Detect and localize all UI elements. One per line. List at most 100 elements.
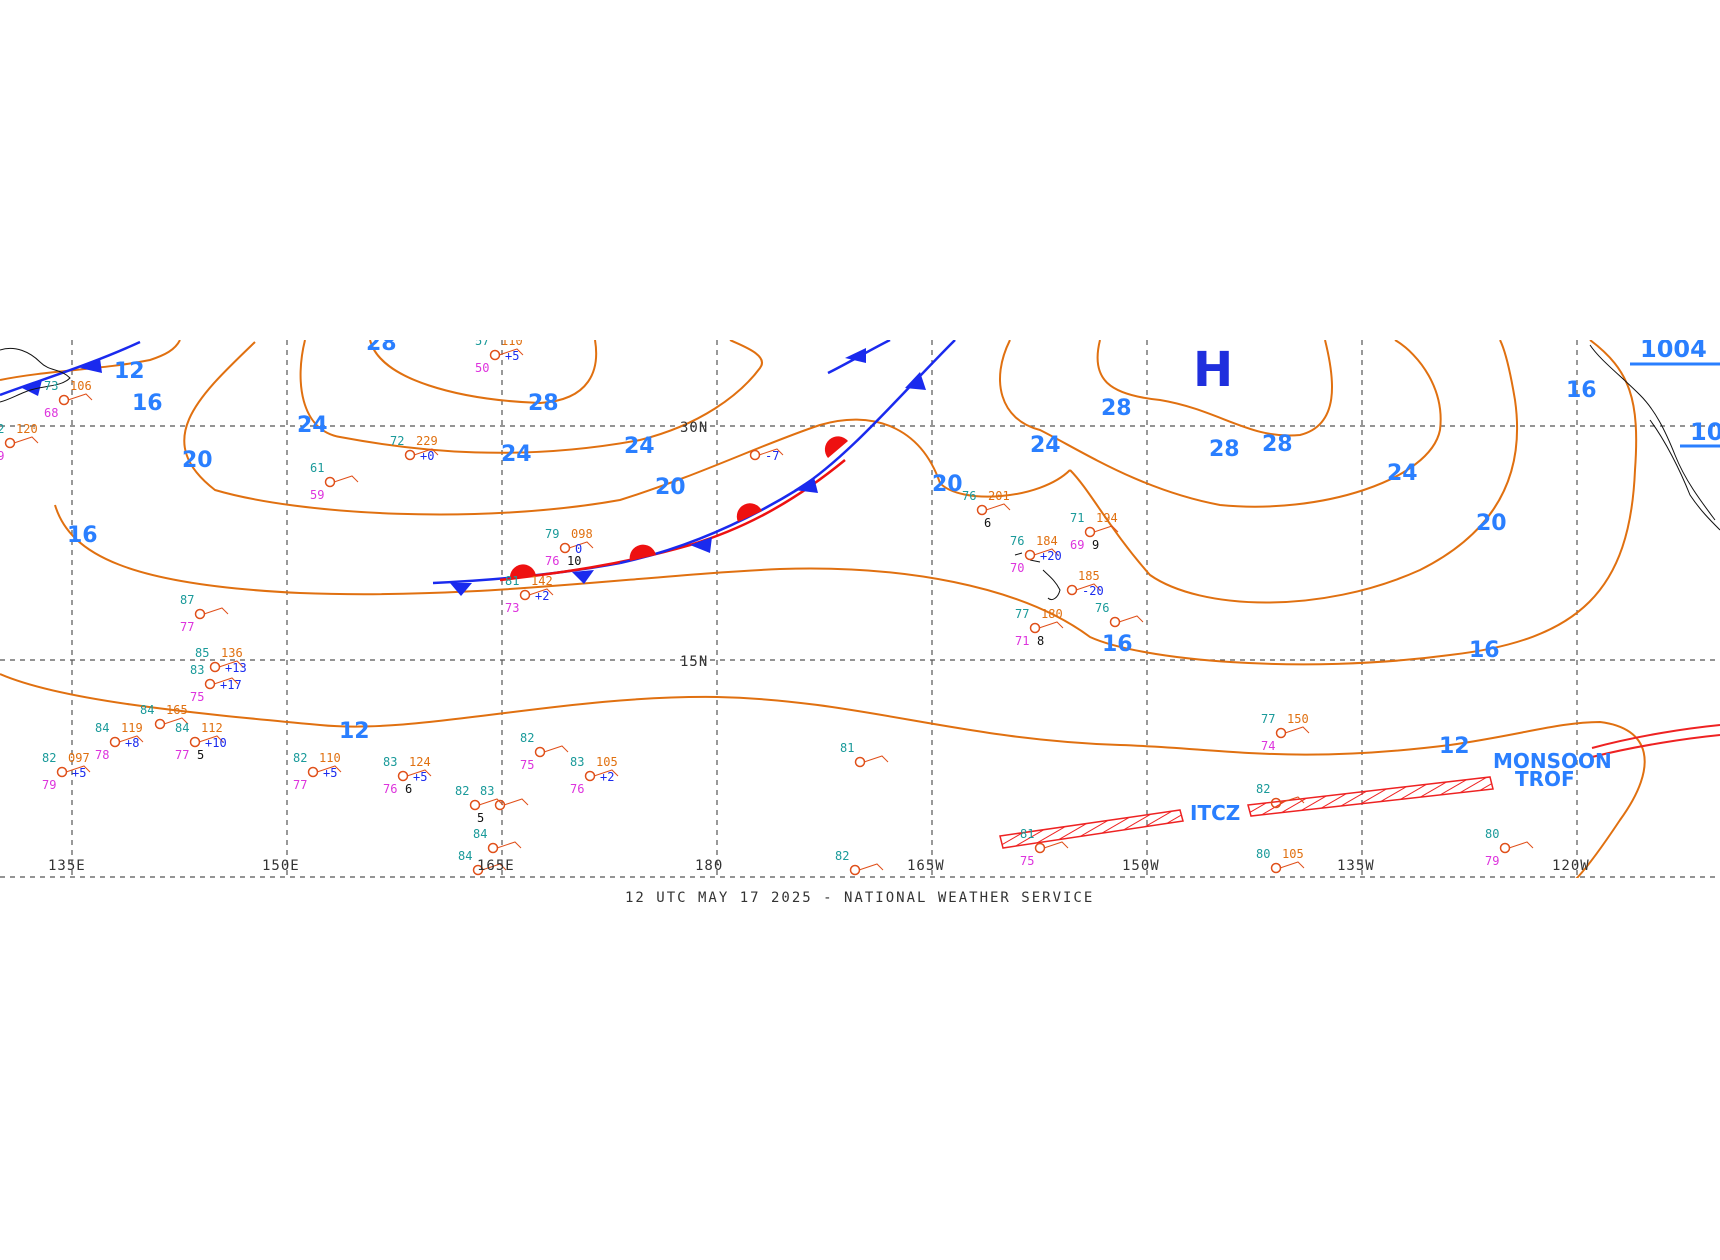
wind-barb bbox=[1279, 796, 1305, 804]
itcz-label: ITCZ bbox=[1190, 801, 1240, 825]
warm-front-bumps bbox=[509, 436, 848, 579]
corner-pressure-partial: 10 bbox=[1690, 418, 1720, 446]
wind-barb bbox=[496, 841, 522, 849]
station-plot: 80 105 bbox=[1256, 847, 1305, 874]
station-circle bbox=[109, 736, 121, 748]
station-temp: 83 bbox=[570, 755, 584, 769]
station-dewpoint: 77 bbox=[180, 620, 194, 634]
station-extra: 10 bbox=[567, 554, 581, 568]
cold-front-barb bbox=[80, 358, 102, 373]
station-temp: 61 bbox=[310, 461, 324, 475]
station-tendency: +0 bbox=[420, 449, 434, 463]
wind-barb bbox=[863, 755, 889, 763]
isobar-label-12-b: 12 bbox=[1439, 734, 1470, 759]
station-plot: 185-20 bbox=[1066, 569, 1104, 598]
wind-barb bbox=[198, 735, 224, 743]
station-pressure: 110 bbox=[319, 751, 341, 765]
station-dewpoint: 78 bbox=[95, 748, 109, 762]
station-pressure: 097 bbox=[68, 751, 90, 765]
station-circle bbox=[1034, 842, 1046, 854]
station-circle bbox=[404, 449, 416, 461]
isobar-label-16-nw: 16 bbox=[132, 391, 163, 416]
isobar-label-28-a: 28 bbox=[528, 391, 559, 416]
station-plot: 61 59 bbox=[310, 461, 359, 502]
station-temp: 84 bbox=[95, 721, 109, 735]
warm-front-bump bbox=[824, 436, 848, 458]
isobar-24-a bbox=[299, 340, 763, 454]
wind-barb bbox=[118, 735, 144, 743]
station-tendency: +2 bbox=[535, 589, 549, 603]
station-plot: 76 201 6 bbox=[962, 489, 1011, 530]
isobar-24-b bbox=[999, 340, 1442, 508]
station-dewpoint: 76 bbox=[383, 782, 397, 796]
coastlines bbox=[0, 344, 1720, 601]
station-circle bbox=[749, 449, 761, 461]
station-plot: 76 184 70 +20 bbox=[1010, 534, 1062, 575]
station-circle bbox=[1499, 842, 1511, 854]
isobar-label-20-w: 20 bbox=[182, 448, 213, 473]
station-plot: 81 142 73 +2 bbox=[505, 574, 554, 615]
station-pressure: 098 bbox=[571, 527, 593, 541]
station-dewpoint: 59 bbox=[310, 488, 324, 502]
station-temp: 72 bbox=[390, 434, 404, 448]
lat-label-30n: 30N bbox=[680, 420, 708, 436]
cold-front-barb bbox=[794, 477, 818, 493]
map-body: 12 16 20 16 24 24 24 20 28 28 20 24 28 2… bbox=[0, 334, 1720, 878]
station-temp: 81 bbox=[840, 741, 854, 755]
monsoon-trof-line-b bbox=[1591, 734, 1720, 758]
lon-label-165e: 165E bbox=[477, 858, 515, 874]
station-extra: 6 bbox=[984, 516, 991, 530]
monsoon-trof-line-a bbox=[1591, 724, 1720, 749]
lon-label-135w: 135W bbox=[1337, 858, 1375, 874]
cold-front-barb bbox=[572, 570, 594, 584]
station-temp: 73 bbox=[44, 379, 58, 393]
wind-barb bbox=[568, 541, 594, 549]
station-pressure: 112 bbox=[201, 721, 223, 735]
station-plot: 84 119 78 +8 bbox=[95, 721, 144, 762]
station-plot: 84 bbox=[458, 849, 507, 876]
station-plot: 79 098 76 010 bbox=[545, 527, 594, 568]
isobar-label-28-b: 28 bbox=[1101, 396, 1132, 421]
station-temp: 83 bbox=[383, 755, 397, 769]
isobar-label-20-d: 20 bbox=[932, 472, 963, 497]
station-pressure: 229 bbox=[416, 434, 438, 448]
station-circle bbox=[519, 589, 531, 601]
station-dewpoint: 77 bbox=[293, 778, 307, 792]
station-plot: 83 124 76 +56 bbox=[383, 755, 432, 796]
station-dewpoint: 75 bbox=[1020, 854, 1034, 868]
station-tendency: +10 bbox=[205, 736, 227, 750]
wind-barb bbox=[503, 798, 529, 806]
station-plot: 77 180 71 8 bbox=[1015, 607, 1064, 648]
station-plot: 87 77 bbox=[180, 593, 229, 634]
station-pressure: 110 bbox=[501, 334, 523, 348]
station-plot: 83 bbox=[480, 784, 529, 811]
station-circle bbox=[1029, 622, 1041, 634]
station-plot: 83 75 +17 bbox=[190, 663, 242, 704]
station-circle bbox=[1024, 549, 1036, 561]
wind-barb bbox=[478, 798, 504, 806]
wind-barb bbox=[1033, 548, 1059, 556]
station-plot: 71 194 69 9 bbox=[1070, 511, 1119, 552]
cold-front-nw-corner bbox=[0, 340, 141, 397]
station-temp: 80 bbox=[1256, 847, 1270, 861]
station-pressure: 119 bbox=[121, 721, 143, 735]
station-temp: 57 bbox=[475, 334, 489, 348]
station-circle bbox=[1109, 616, 1121, 628]
station-temp: 87 bbox=[180, 593, 194, 607]
wind-barb bbox=[498, 348, 524, 356]
station-temp: 84 bbox=[140, 703, 154, 717]
station-pressure: 194 bbox=[1096, 511, 1118, 525]
station-pressure: 106 bbox=[70, 379, 92, 393]
station-tendency: +20 bbox=[1040, 549, 1062, 563]
wind-barb bbox=[413, 448, 439, 456]
wind-barb bbox=[985, 503, 1011, 511]
itcz-band: ITCZ MONSOON TROF bbox=[999, 724, 1720, 849]
station-temp: 84 bbox=[458, 849, 472, 863]
station-temp: 72 bbox=[0, 422, 4, 436]
station-temp: 84 bbox=[473, 827, 487, 841]
station-temp: 77 bbox=[1261, 712, 1275, 726]
station-circle bbox=[56, 766, 68, 778]
warm-front-bump bbox=[509, 564, 536, 579]
lon-label-180: 180 bbox=[695, 858, 723, 874]
